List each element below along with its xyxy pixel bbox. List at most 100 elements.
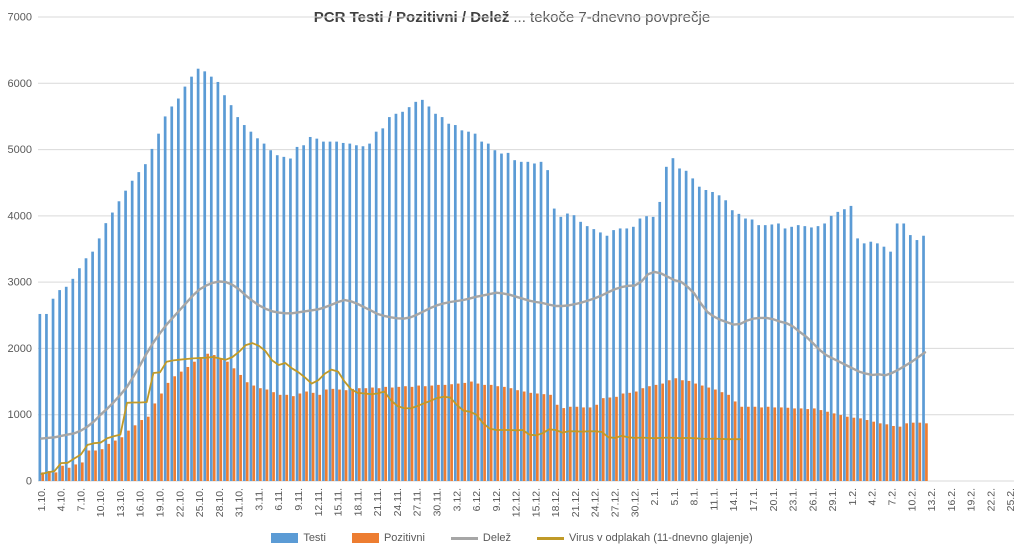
- bar-pozitivni: [179, 371, 183, 481]
- bar-testi: [401, 111, 404, 481]
- bar-testi: [856, 238, 859, 481]
- bar-pozitivni: [529, 392, 533, 481]
- bar-pozitivni: [160, 393, 163, 481]
- bar-pozitivni: [826, 411, 829, 481]
- x-axis-tick-label: 25.2.: [1005, 488, 1017, 511]
- bar-testi: [882, 246, 886, 481]
- bar-testi: [770, 224, 774, 481]
- x-axis-tick-label: 22.2.: [985, 488, 997, 511]
- bar-pozitivni: [113, 440, 117, 481]
- bar-pozitivni: [760, 407, 763, 481]
- x-axis-tick-label: 5.1.: [669, 488, 681, 506]
- bar-testi: [150, 148, 154, 481]
- bar-testi: [91, 251, 94, 481]
- legend-item-testi: Testi: [271, 532, 326, 544]
- bar-testi: [420, 99, 424, 481]
- bar-testi: [684, 170, 688, 482]
- x-axis-tick-label: 16.10.: [135, 488, 147, 517]
- bar-pozitivni: [535, 393, 539, 481]
- bar-testi: [308, 136, 312, 481]
- bar-testi: [170, 106, 174, 481]
- bar-pozitivni: [740, 406, 744, 481]
- bar-pozitivni: [377, 388, 381, 481]
- bar-pozitivni: [199, 357, 203, 481]
- x-axis-tick-label: 25.10.: [194, 488, 206, 517]
- bar-testi: [843, 209, 846, 481]
- bar-pozitivni: [812, 408, 816, 481]
- bar-pozitivni: [727, 394, 730, 481]
- bar-pozitivni: [753, 406, 757, 481]
- bar-pozitivni: [226, 361, 229, 481]
- bar-testi: [440, 117, 444, 481]
- bar-pozitivni: [298, 393, 302, 481]
- bar-pozitivni: [799, 408, 803, 481]
- bar-testi: [203, 71, 207, 482]
- bar-testi: [697, 186, 701, 482]
- bar-pozitivni: [707, 387, 711, 481]
- bar-testi: [348, 143, 352, 481]
- bar-testi: [130, 180, 134, 481]
- bar-pozitivni: [806, 409, 810, 481]
- bar-pozitivni: [153, 403, 157, 481]
- x-axis-tick-label: 10.2.: [906, 488, 918, 511]
- bar-pozitivni: [232, 368, 236, 481]
- bar-pozitivni: [925, 423, 928, 481]
- bar-pozitivni: [859, 418, 862, 481]
- bar-pozitivni: [911, 422, 915, 481]
- bar-testi: [519, 161, 523, 481]
- bar-pozitivni: [404, 386, 407, 481]
- bar-pozitivni: [905, 423, 908, 481]
- x-axis-tick-label: 18.12.: [550, 488, 562, 517]
- bar-pozitivni: [819, 410, 823, 481]
- bar-testi: [176, 98, 180, 481]
- bar-pozitivni: [595, 404, 599, 481]
- x-axis-tick-label: 13.2.: [926, 488, 938, 511]
- bar-testi: [78, 268, 81, 481]
- bar-testi: [84, 258, 88, 481]
- bar-testi: [889, 251, 892, 481]
- bar-testi: [671, 158, 675, 481]
- bar-pozitivni: [166, 382, 170, 481]
- bar-testi: [876, 243, 879, 481]
- bar-pozitivni: [212, 355, 216, 481]
- bar-pozitivni: [94, 450, 97, 481]
- bar-pozitivni: [766, 406, 770, 481]
- bar-testi: [209, 76, 213, 482]
- x-axis-tick-label: 18.11.: [352, 488, 364, 516]
- y-axis-tick-label: 2000: [8, 343, 32, 355]
- bar-pozitivni: [687, 380, 691, 481]
- bar-pozitivni: [450, 384, 453, 481]
- bar-testi: [691, 178, 695, 482]
- legend-label-delez: Delež: [482, 532, 512, 544]
- x-axis-tick-label: 15.12.: [530, 488, 542, 517]
- bar-testi: [361, 146, 365, 481]
- bar-testi: [744, 218, 747, 481]
- testi-bar-swatch-icon: [271, 533, 299, 543]
- bar-testi: [816, 226, 820, 481]
- bar-testi: [711, 191, 714, 481]
- bar-pozitivni: [47, 471, 51, 481]
- bar-pozitivni: [338, 389, 341, 481]
- bar-pozitivni: [371, 387, 374, 481]
- bar-testi: [196, 68, 200, 482]
- bar-testi: [526, 161, 530, 481]
- bar-pozitivni: [588, 407, 592, 481]
- chart-legend: Testi Pozitivni Delež Virus v odplakah (…: [0, 532, 1024, 544]
- virus-line-swatch-icon: [537, 536, 565, 540]
- bar-testi: [750, 219, 754, 481]
- bar-pozitivni: [615, 396, 618, 481]
- bar-pozitivni: [918, 422, 922, 481]
- bar-testi: [269, 150, 273, 481]
- bar-pozitivni: [681, 380, 684, 481]
- bar-pozitivni: [430, 385, 434, 481]
- bar-testi: [414, 101, 418, 482]
- bar-pozitivni: [793, 408, 796, 481]
- bar-testi: [64, 286, 68, 481]
- bar-testi: [341, 142, 345, 481]
- bar-pozitivni: [305, 391, 308, 481]
- bar-pozitivni: [509, 388, 513, 481]
- x-axis-tick-label: 11.1.: [708, 488, 720, 511]
- bar-testi: [658, 201, 662, 482]
- bar-pozitivni: [67, 467, 71, 481]
- bar-pozitivni: [351, 388, 355, 481]
